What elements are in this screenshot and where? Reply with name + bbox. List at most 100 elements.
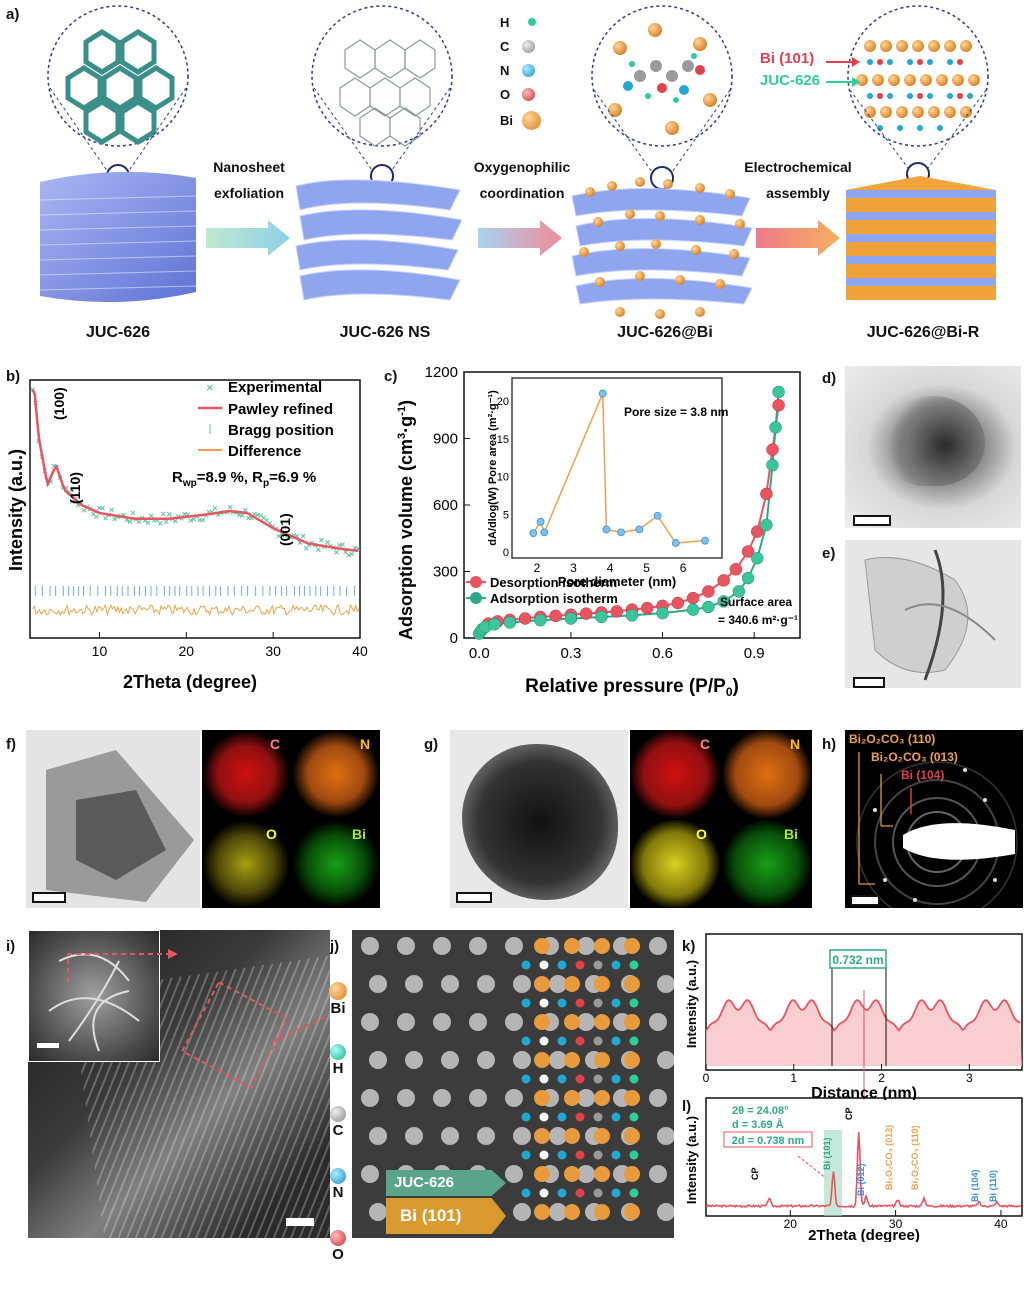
experimental-point xyxy=(243,507,248,513)
desorption-point xyxy=(641,601,654,615)
experimental-point xyxy=(173,518,178,524)
ligand-atom xyxy=(611,1188,621,1198)
ligand-atom xyxy=(557,1074,567,1084)
bi-atom xyxy=(564,1166,580,1182)
desorption-point xyxy=(702,585,715,598)
ligand-atom xyxy=(575,1150,585,1160)
element-legend: H C N O Bi xyxy=(500,10,560,134)
atom-column xyxy=(657,1203,674,1221)
stage-label-3: JUC-626@Bi xyxy=(617,324,713,341)
atom-column xyxy=(361,1165,379,1183)
inset-xtick: 3 xyxy=(570,561,577,575)
c-atom-icon xyxy=(522,39,535,53)
atom-column xyxy=(433,937,451,955)
atom-column xyxy=(441,1127,459,1145)
bi-atom xyxy=(534,976,550,992)
atom-column xyxy=(441,1051,459,1069)
bi-atom xyxy=(534,1014,550,1030)
atom-column xyxy=(441,975,459,993)
l-peak-bi110: Bi (110) xyxy=(988,1170,998,1202)
ligand-atom xyxy=(539,998,549,1008)
inset-xtick: 4 xyxy=(607,561,614,575)
k-ylabel: Intensity (a.u.) xyxy=(684,960,699,1048)
legend-n: N xyxy=(500,58,560,82)
adsorption-point xyxy=(503,616,517,629)
panel-b-label: b) xyxy=(6,368,21,385)
juc626-block xyxy=(39,171,197,303)
ligand-atom xyxy=(593,1150,603,1160)
pore-size-line xyxy=(532,393,706,544)
bi-atom xyxy=(624,938,640,954)
bi-atom-icon xyxy=(522,110,541,130)
experimental-point xyxy=(334,550,339,555)
atom-column xyxy=(577,937,595,955)
ligand-atom xyxy=(611,960,621,970)
line-profile xyxy=(705,999,1021,1032)
desorption-point xyxy=(671,596,685,610)
inset-ylabel: dA/dlog(W) Pore area (m²·g⁻¹) xyxy=(487,390,499,546)
atom-column xyxy=(361,1089,379,1107)
zoom-circle-1 xyxy=(47,5,189,188)
legend-bi: Bi xyxy=(500,106,560,134)
experimental-point xyxy=(112,516,118,522)
atom-column xyxy=(657,1051,674,1069)
atom-column xyxy=(649,1165,667,1183)
c-ytick-label: 300 xyxy=(433,564,458,581)
legend-desorption: Desorption isotherm xyxy=(490,575,617,590)
bi-atom xyxy=(534,1128,550,1144)
atom-column xyxy=(477,1127,495,1145)
c-xtick-label: 0.3 xyxy=(560,645,581,662)
surface-area-2: = 340.6 m²·g⁻¹ xyxy=(718,613,798,627)
arrow-3 xyxy=(756,220,840,256)
bi-atom xyxy=(624,1128,640,1144)
ligand-atom xyxy=(539,1036,549,1046)
peak-100: (100) xyxy=(51,387,67,420)
j-element-column: Bi H C N O xyxy=(326,982,350,1292)
bi-atom xyxy=(594,1128,610,1144)
l-peak-bi104: Bi (104) xyxy=(970,1169,980,1202)
juc626-label: JUC-626 xyxy=(760,72,821,89)
stage-label-1: JUC-626 xyxy=(85,324,151,341)
ligand-atom xyxy=(611,998,621,1008)
experimental-point xyxy=(227,504,233,510)
inset-ytick: 0 xyxy=(503,547,509,559)
ligand-atom xyxy=(611,1112,621,1122)
tem-image-g xyxy=(450,730,628,908)
c-yticks: 0 300 600 900 1200 xyxy=(425,364,470,647)
ligand-atom xyxy=(557,1112,567,1122)
experimental-point xyxy=(349,551,355,557)
inset-ytick: 5 xyxy=(503,509,509,521)
panel-j-label: j) xyxy=(330,938,340,955)
h-atom-icon xyxy=(528,18,536,26)
atom-column xyxy=(549,1203,567,1221)
atom-column xyxy=(577,1013,595,1031)
panel-c-label: c) xyxy=(384,368,398,385)
ligand-atom xyxy=(557,1188,567,1198)
c-ytick-label: 1200 xyxy=(425,364,458,381)
desorption-point xyxy=(766,443,779,456)
experimental-point xyxy=(276,533,282,539)
ligand-atom xyxy=(593,1036,603,1046)
k-tick-label: 1 xyxy=(790,1071,797,1085)
atom-column xyxy=(397,937,415,955)
experimental-point xyxy=(340,542,345,547)
ring-label-1: Bi₂O₂CO₃ (110) xyxy=(849,732,936,746)
bi-atom-icon xyxy=(329,982,347,1000)
experimental-point xyxy=(157,521,163,526)
c-xtick-label: 0.9 xyxy=(744,645,765,662)
k-spacing-label: 0.732 nm xyxy=(832,953,883,967)
atom-column xyxy=(397,1013,415,1031)
c-ytick-label: 0 xyxy=(450,630,458,647)
l-tick-label: 30 xyxy=(889,1217,903,1231)
experimental-point xyxy=(160,511,166,517)
adsorption-point xyxy=(717,595,730,608)
eds-map-n-f xyxy=(292,730,380,818)
atom-column xyxy=(513,1051,531,1069)
desorption-point xyxy=(610,605,623,618)
atom-column xyxy=(505,1165,523,1183)
pore-point xyxy=(529,529,538,538)
ligand-atom xyxy=(557,1036,567,1046)
atom-column xyxy=(513,975,531,993)
l-ylabel: Intensity (a.u.) xyxy=(684,1116,699,1204)
inset-xtick: 2 xyxy=(534,561,541,575)
